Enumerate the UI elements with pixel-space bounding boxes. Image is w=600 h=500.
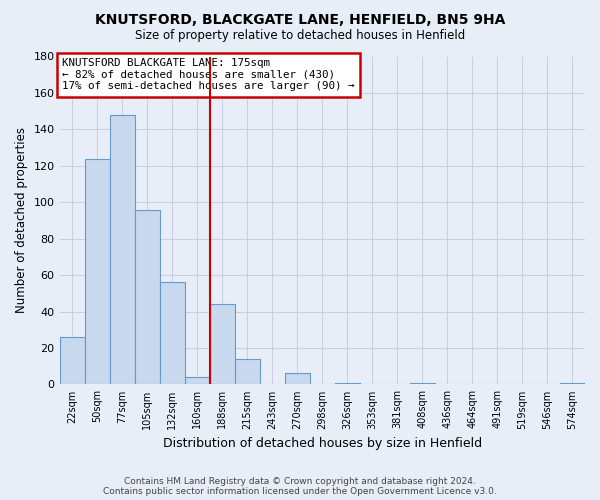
Bar xyxy=(160,282,185,384)
Bar xyxy=(285,374,310,384)
Bar xyxy=(185,377,209,384)
Bar xyxy=(110,115,134,384)
Bar xyxy=(410,382,435,384)
Bar xyxy=(235,359,260,384)
Bar xyxy=(59,337,85,384)
Text: KNUTSFORD, BLACKGATE LANE, HENFIELD, BN5 9HA: KNUTSFORD, BLACKGATE LANE, HENFIELD, BN5… xyxy=(95,12,505,26)
Text: KNUTSFORD BLACKGATE LANE: 175sqm
← 82% of detached houses are smaller (430)
17% : KNUTSFORD BLACKGATE LANE: 175sqm ← 82% o… xyxy=(62,58,355,92)
Bar xyxy=(209,304,235,384)
Bar xyxy=(134,210,160,384)
Y-axis label: Number of detached properties: Number of detached properties xyxy=(15,128,28,314)
Text: Size of property relative to detached houses in Henfield: Size of property relative to detached ho… xyxy=(135,29,465,42)
Bar xyxy=(560,382,585,384)
Bar xyxy=(335,382,360,384)
Text: Contains HM Land Registry data © Crown copyright and database right 2024.
Contai: Contains HM Land Registry data © Crown c… xyxy=(103,476,497,496)
X-axis label: Distribution of detached houses by size in Henfield: Distribution of detached houses by size … xyxy=(163,437,482,450)
Bar xyxy=(85,158,110,384)
